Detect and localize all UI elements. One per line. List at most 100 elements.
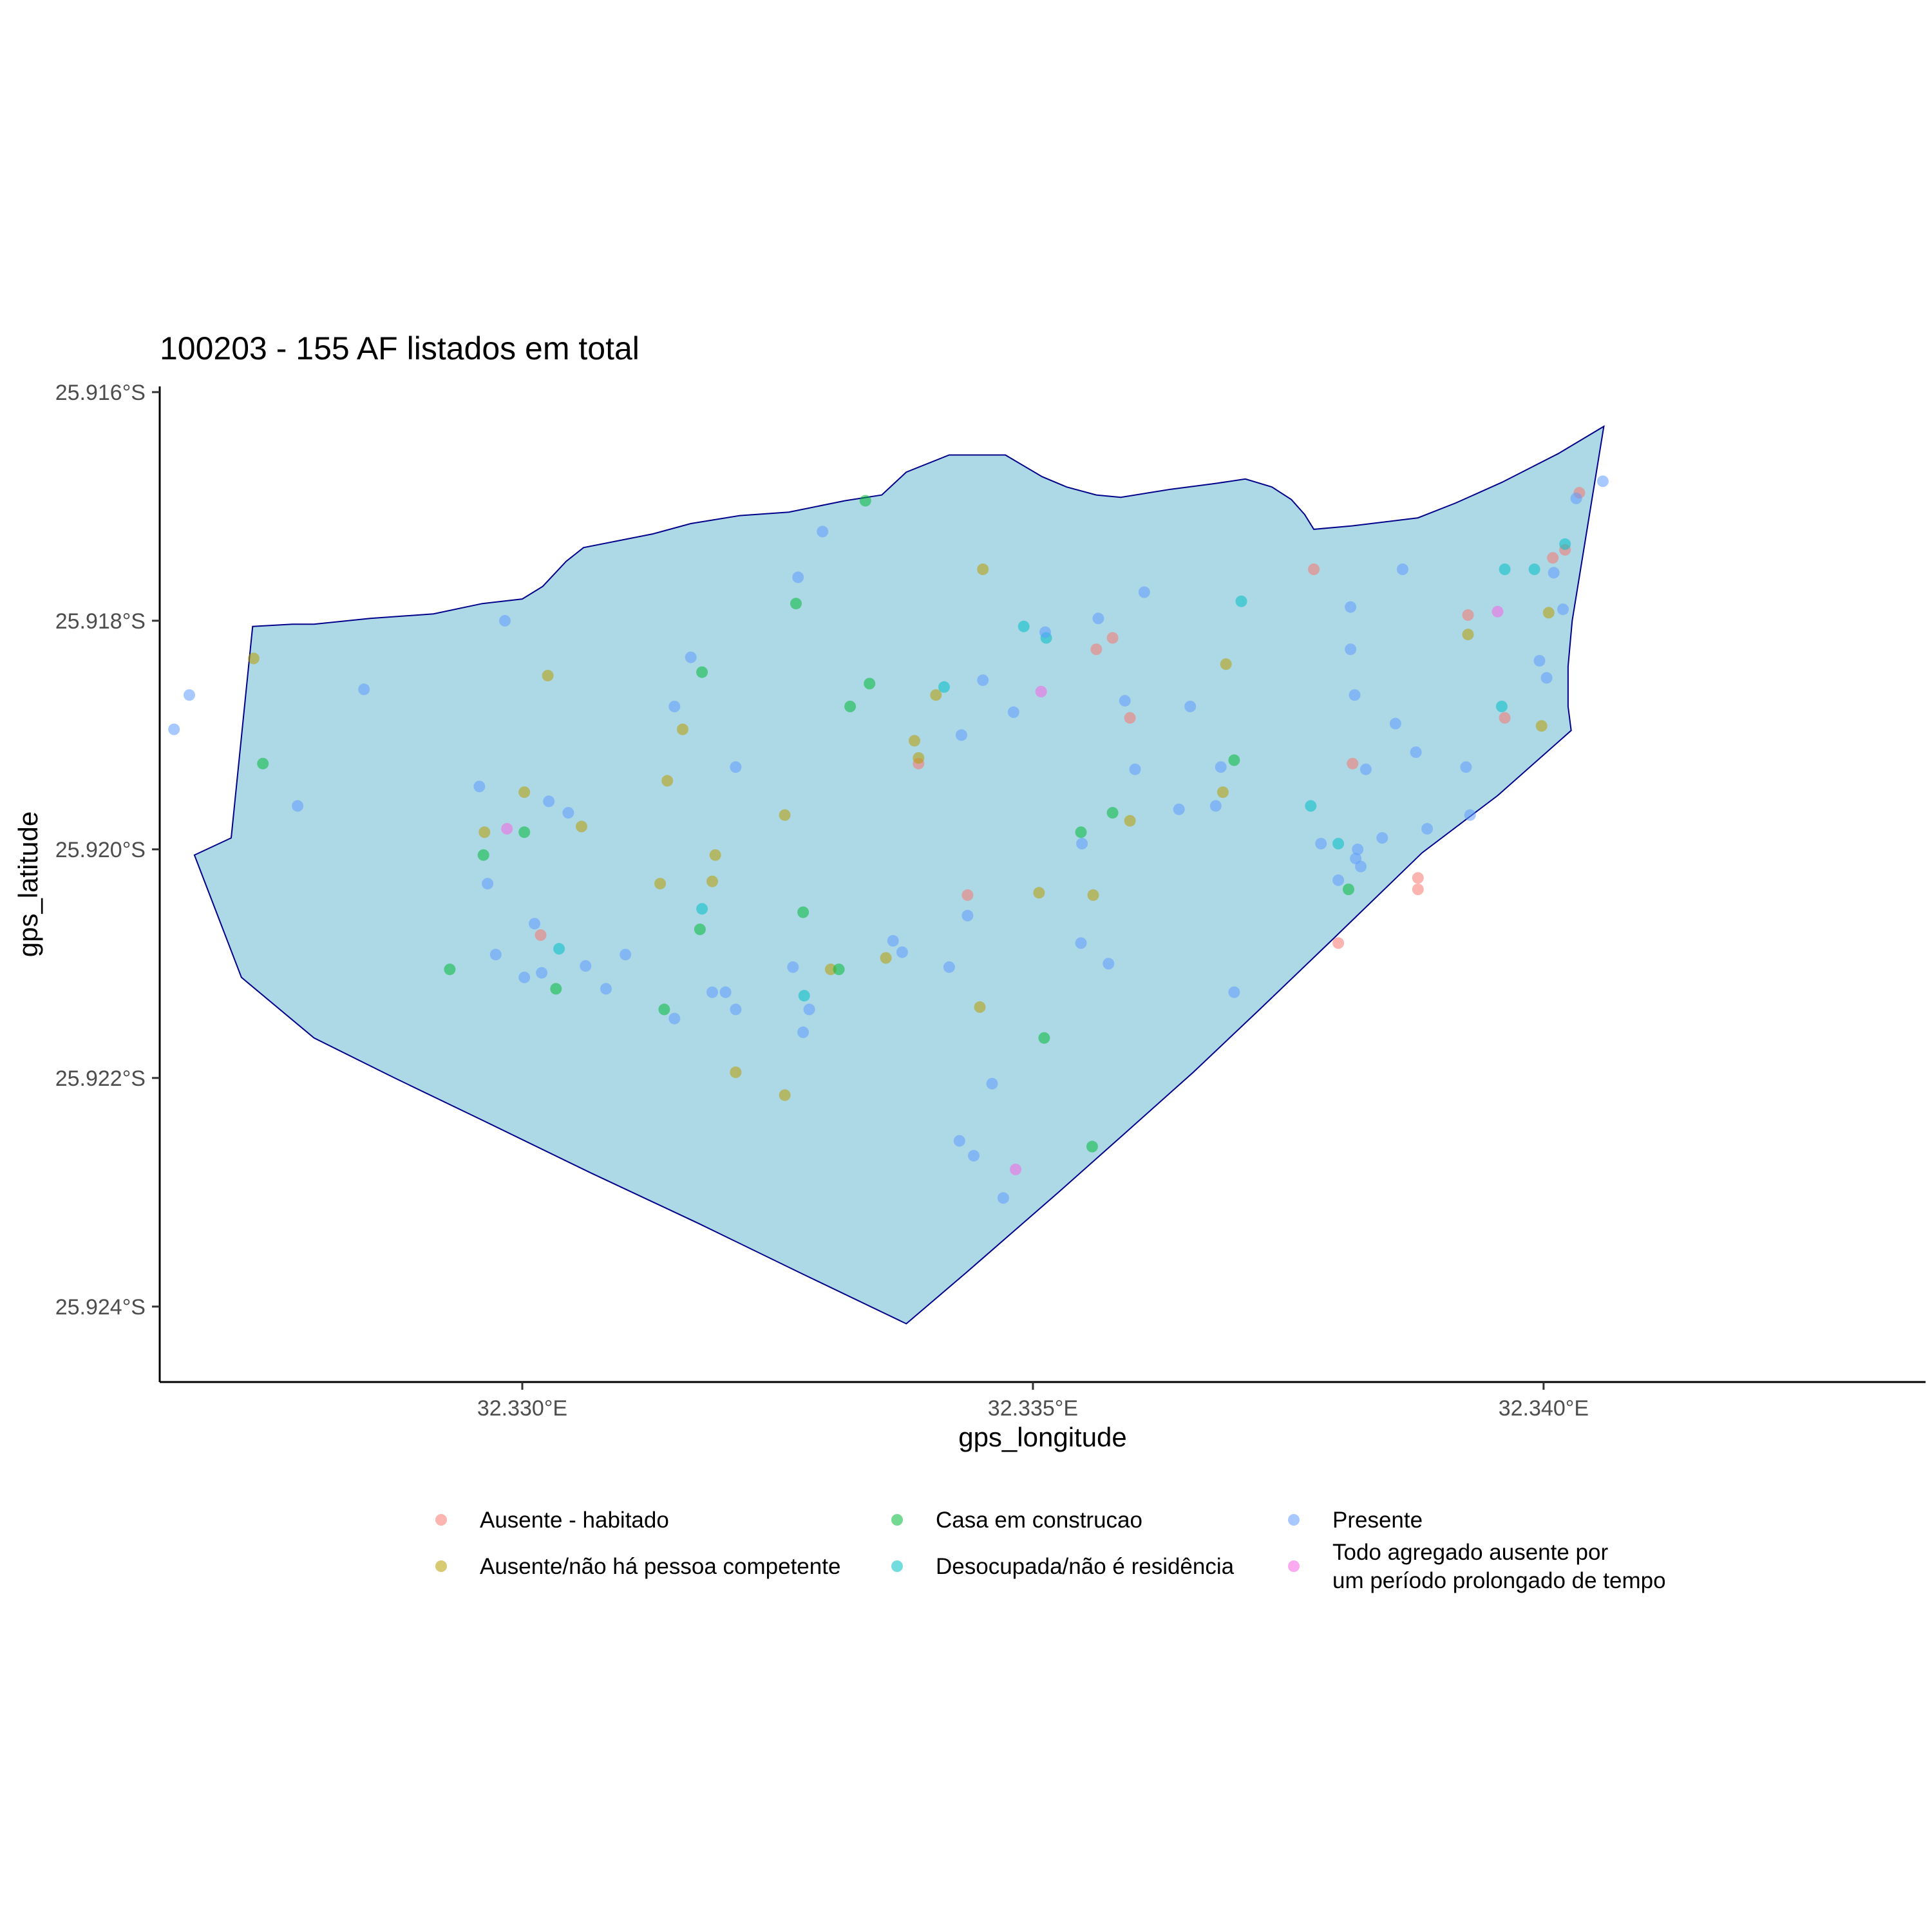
- point-series1-7: [677, 723, 688, 735]
- point-series3-7: [1305, 800, 1317, 812]
- x-tick-label-1: 32.335°E: [988, 1396, 1078, 1421]
- point-series0-9: [1412, 872, 1424, 884]
- point-series4-37: [997, 1192, 1009, 1204]
- point-series4-23: [792, 571, 804, 583]
- point-series4-3: [358, 683, 370, 696]
- point-series4-71: [1557, 603, 1569, 616]
- legend: Ausente - habitado Ausente/não há pessoa …: [435, 1508, 1666, 1593]
- point-series1-18: [977, 564, 989, 575]
- legend-key-5: [1288, 1560, 1300, 1572]
- point-series4-65: [1421, 822, 1434, 835]
- legend-label-2: Casa em construcao: [936, 1508, 1142, 1533]
- point-series0-0: [535, 929, 547, 941]
- point-series4-6: [489, 949, 502, 961]
- point-series3-4: [1018, 620, 1030, 632]
- point-series1-3: [542, 670, 554, 682]
- point-series4-16: [668, 1012, 681, 1025]
- area-boundary-polygon: [193, 425, 1605, 1325]
- point-series2-11: [859, 495, 871, 507]
- point-series0-3: [1090, 643, 1103, 656]
- point-series1-22: [1124, 815, 1136, 827]
- point-series3-9: [1495, 701, 1508, 712]
- x-ticks: 32.330°E 32.335°E 32.340°E: [477, 1382, 1589, 1421]
- point-series4-13: [580, 960, 592, 972]
- legend-key-0: [435, 1514, 447, 1526]
- legend-label-0: Ausente - habitado: [480, 1508, 669, 1533]
- point-series4-11: [543, 795, 555, 808]
- point-series1-15: [909, 735, 920, 747]
- point-series4-7: [499, 614, 511, 627]
- point-series4-26: [803, 1003, 815, 1016]
- point-series4-43: [1103, 958, 1115, 970]
- y-tick-label-1: 25.918°S: [55, 609, 146, 634]
- point-series2-18: [1228, 754, 1240, 766]
- point-series1-16: [913, 752, 925, 764]
- legend-label-1: Ausente/não há pessoa competente: [480, 1554, 840, 1579]
- point-series1-9: [709, 849, 721, 861]
- y-axis-title: gps_latitude: [13, 811, 43, 958]
- point-series3-12: [1559, 538, 1571, 550]
- legend-key-2: [891, 1514, 903, 1526]
- point-series1-11: [779, 1089, 791, 1101]
- point-series1-27: [1535, 720, 1548, 732]
- point-series4-14: [600, 983, 612, 995]
- point-series0-5: [1124, 712, 1136, 724]
- point-series4-19: [706, 986, 718, 998]
- point-series4-64: [1410, 746, 1422, 758]
- point-series2-12: [864, 677, 876, 690]
- point-series4-53: [1332, 874, 1345, 886]
- x-tick-label-2: 32.340°E: [1499, 1396, 1589, 1421]
- point-series4-66: [1460, 761, 1472, 773]
- point-series4-27: [817, 526, 829, 538]
- point-series4-73: [1596, 475, 1609, 488]
- point-series1-1: [478, 826, 491, 838]
- point-series3-3: [938, 681, 950, 693]
- point-series4-28: [887, 934, 899, 947]
- point-series2-4: [550, 983, 562, 995]
- point-series1-21: [1087, 889, 1099, 901]
- x-tick-label-0: 32.330°E: [477, 1396, 567, 1421]
- point-series4-35: [977, 674, 989, 687]
- household-points: [168, 475, 1609, 1204]
- point-series4-67: [1464, 809, 1476, 821]
- point-series3-8: [1332, 838, 1345, 849]
- point-series1-20: [1033, 887, 1045, 899]
- point-series4-41: [1076, 838, 1088, 849]
- point-series4-55: [1345, 601, 1357, 613]
- point-series4-48: [1184, 701, 1197, 712]
- point-series4-22: [730, 761, 742, 773]
- point-series0-10: [1412, 884, 1424, 895]
- point-series1-2: [518, 786, 531, 799]
- point-series1-19: [974, 1001, 986, 1013]
- point-series4-29: [896, 946, 908, 958]
- point-series2-9: [797, 906, 810, 918]
- point-series2-17: [1106, 807, 1119, 819]
- point-series2-19: [1343, 884, 1354, 895]
- point-series4-17: [668, 701, 681, 712]
- point-series4-42: [1092, 612, 1104, 625]
- point-series1-10: [730, 1066, 742, 1078]
- legend-key-1: [435, 1560, 447, 1572]
- y-tick-label-3: 25.922°S: [55, 1066, 146, 1091]
- point-series1-25: [1462, 629, 1474, 641]
- point-series3-10: [1499, 564, 1511, 575]
- point-series1-26: [1542, 607, 1555, 619]
- point-series2-2: [477, 849, 489, 861]
- point-series0-2: [961, 889, 974, 901]
- point-series3-0: [553, 943, 565, 955]
- point-series4-0: [168, 723, 180, 735]
- point-series1-4: [576, 820, 587, 833]
- point-series4-12: [562, 807, 574, 819]
- point-series4-40: [1075, 937, 1087, 949]
- point-series3-2: [798, 990, 810, 1002]
- point-series2-16: [1086, 1141, 1098, 1153]
- point-series5-1: [1035, 685, 1047, 697]
- point-series4-54: [1345, 643, 1357, 656]
- map-panel: [168, 425, 1609, 1325]
- point-series2-1: [444, 963, 456, 976]
- point-series4-34: [968, 1150, 980, 1162]
- point-series4-20: [719, 986, 732, 998]
- point-series1-5: [654, 878, 667, 890]
- chart-title: 100203 - 155 AF listados em total: [160, 330, 639, 366]
